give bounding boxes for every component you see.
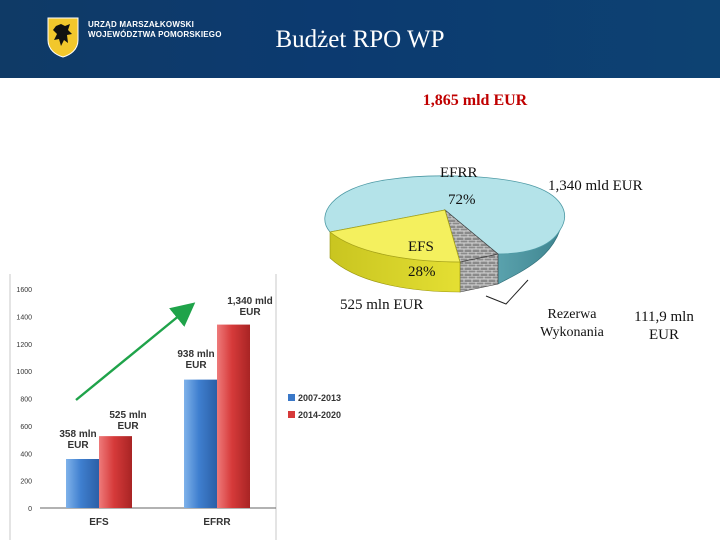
legend-swatch [288,411,295,418]
bar-value-label-unit: EUR [185,360,207,371]
y-tick-label: 1400 [16,314,32,321]
pie-reserve-value-line2: EUR [649,327,679,343]
pie-reserve-value-line1: 111,9 mln [634,309,694,325]
bar-value-label-unit: EUR [239,307,261,318]
y-tick-label: 800 [20,397,32,404]
legend-swatch [288,394,295,401]
pie-efrr-percent: 72% [448,192,476,208]
growth-trend-arrow [75,302,196,401]
bar-value-label-unit: EUR [67,440,89,451]
bar-value-label: 358 mln [59,429,96,440]
bar-chart-legend: 2007-2013 2014-2020 [288,393,341,420]
pie-reserve-value: 111,9 mln EUR [622,308,706,344]
header-bar: URZĄD MARSZAŁKOWSKI WOJEWÓDZTWA POMORSKI… [0,0,720,78]
page-title: Budżet RPO WP [275,26,445,53]
pie-slice-efrr [324,175,565,255]
bar-value-label: 938 mln [177,349,214,360]
organization-name: URZĄD MARSZAŁKOWSKI WOJEWÓDZTWA POMORSKI… [88,20,222,40]
bar-chart-category-labels: EFS EFRR [89,517,231,528]
bar-efs-2014-2020 [99,436,132,508]
org-line-2: WOJEWÓDZTWA POMORSKIEGO [88,30,222,39]
pie-total-label: 1,865 mld EUR [422,92,528,109]
pie-efs-name: EFS [408,239,434,255]
pie-efs-percent: 28% [408,264,436,280]
y-tick-label: 400 [20,451,32,458]
y-tick-label: 0 [28,506,32,513]
griffin-coat-of-arms-icon [47,17,79,58]
legend-label: 2007-2013 [298,393,341,403]
pie-efs-value: 525 mln EUR [340,297,424,313]
y-tick-label: 1000 [16,369,32,376]
bar-value-label-unit: EUR [117,421,139,432]
pie-reserve-label-line1: Rezerwa [547,307,597,322]
org-line-1: URZĄD MARSZAŁKOWSKI [88,20,195,29]
pie-reserve-label-line2: Wykonania [540,325,604,340]
bar-value-label: 1,340 mld [227,296,273,307]
bar-value-label: 525 mln [109,410,146,421]
category-label: EFRR [203,517,231,528]
legend-label: 2014-2020 [298,410,341,420]
bar-efs-2007-2013 [66,458,99,508]
bar-chart-bars [66,324,250,508]
y-tick-label: 1200 [16,342,32,349]
pie-slice-efs [329,209,461,263]
reserve-leader-line [485,279,529,305]
category-label: EFS [89,517,109,528]
bar-chart-y-axis: 0 200 400 600 800 1000 1200 1400 1600 [16,287,32,513]
y-tick-label: 200 [20,479,32,486]
pie-efrr-name: EFRR [440,165,478,181]
bar-efrr-2007-2013 [184,379,217,508]
y-tick-label: 1600 [16,287,32,294]
pie-efrr-value: 1,340 mld EUR [548,178,643,194]
bar-efrr-2014-2020 [217,324,250,508]
pie-reserve-label: Rezerwa Wykonania [522,306,622,342]
y-tick-label: 600 [20,424,32,431]
